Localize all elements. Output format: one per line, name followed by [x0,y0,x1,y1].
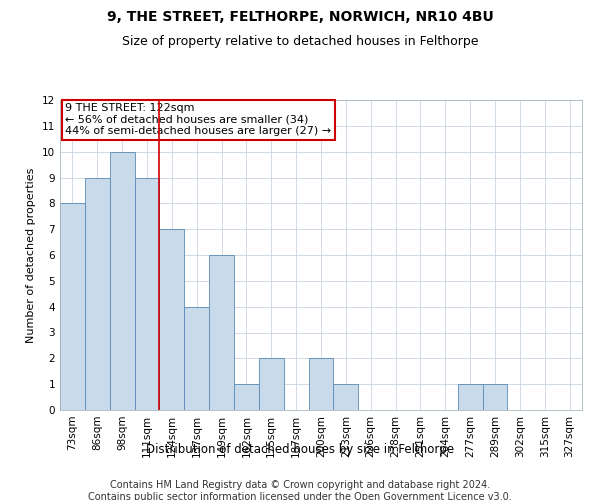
Text: 9, THE STREET, FELTHORPE, NORWICH, NR10 4BU: 9, THE STREET, FELTHORPE, NORWICH, NR10 … [107,10,493,24]
Bar [110,152,134,410]
Bar [234,384,259,410]
Bar [308,358,334,410]
Bar [85,178,110,410]
Bar [184,306,209,410]
Bar [259,358,284,410]
Text: 9 THE STREET: 122sqm
← 56% of detached houses are smaller (34)
44% of semi-detac: 9 THE STREET: 122sqm ← 56% of detached h… [65,103,331,136]
Text: Contains HM Land Registry data © Crown copyright and database right 2024.
Contai: Contains HM Land Registry data © Crown c… [88,480,512,500]
Bar [209,255,234,410]
Bar [482,384,508,410]
Text: Size of property relative to detached houses in Felthorpe: Size of property relative to detached ho… [122,35,478,48]
Bar [334,384,358,410]
Y-axis label: Number of detached properties: Number of detached properties [26,168,37,342]
Bar [134,178,160,410]
Bar [160,229,184,410]
Bar [458,384,482,410]
Bar [60,204,85,410]
Text: Distribution of detached houses by size in Felthorpe: Distribution of detached houses by size … [146,442,454,456]
